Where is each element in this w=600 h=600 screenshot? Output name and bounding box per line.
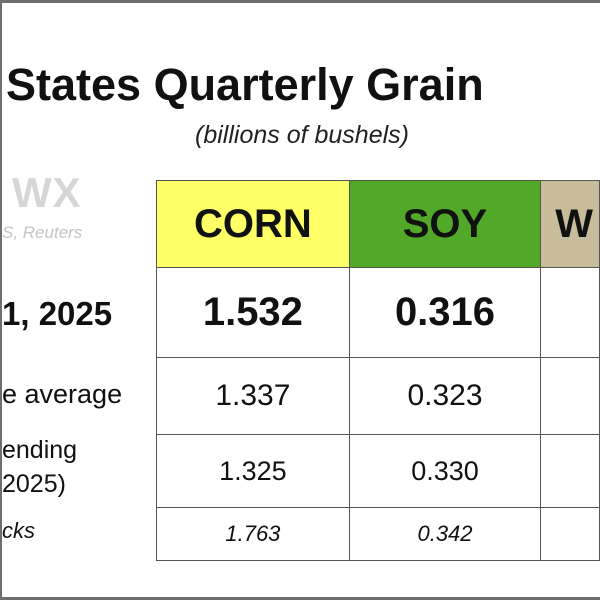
table-row: 1.532 0.316 [156, 267, 600, 358]
row-label-date: 1, 2025 [2, 295, 113, 332]
table-cell: 1.532 [156, 267, 350, 358]
table-header-row: CORN SOY W [156, 180, 600, 268]
table-cell [540, 357, 600, 435]
table-cell: 0.316 [348, 267, 542, 358]
source-credit: S, Reuters [2, 223, 83, 242]
page-title: States Quarterly Grain [6, 59, 484, 110]
table-cell: 1.337 [156, 357, 350, 435]
table-cell: 0.323 [348, 357, 542, 435]
table-row: 1.325 0.330 [156, 434, 600, 508]
watermark-logo: WX [12, 169, 82, 216]
table-cell: 1.763 [156, 507, 350, 561]
row-label-ending-line1: ending [2, 436, 78, 464]
table-cell [540, 267, 600, 358]
column-header-corn: CORN [156, 180, 350, 268]
table-row: 1.763 0.342 [156, 507, 600, 561]
row-label-average: e average [2, 379, 123, 409]
row-label-ending-line2: 2025) [2, 470, 66, 498]
table-cell: 1.325 [156, 434, 350, 508]
row-label-stocks: cks [2, 518, 35, 543]
column-header-wheat: W [540, 180, 600, 268]
column-header-soy: SOY [348, 180, 542, 268]
table-cell [540, 434, 600, 508]
table-cell: 0.342 [348, 507, 542, 561]
table-cell [540, 507, 600, 561]
table-row: 1.337 0.323 [156, 357, 600, 435]
stocks-table: CORN SOY W 1.532 0.316 1.337 0.323 1.325… [156, 180, 600, 561]
table-cell: 0.330 [348, 434, 542, 508]
page-subtitle: (billions of bushels) [195, 121, 409, 149]
